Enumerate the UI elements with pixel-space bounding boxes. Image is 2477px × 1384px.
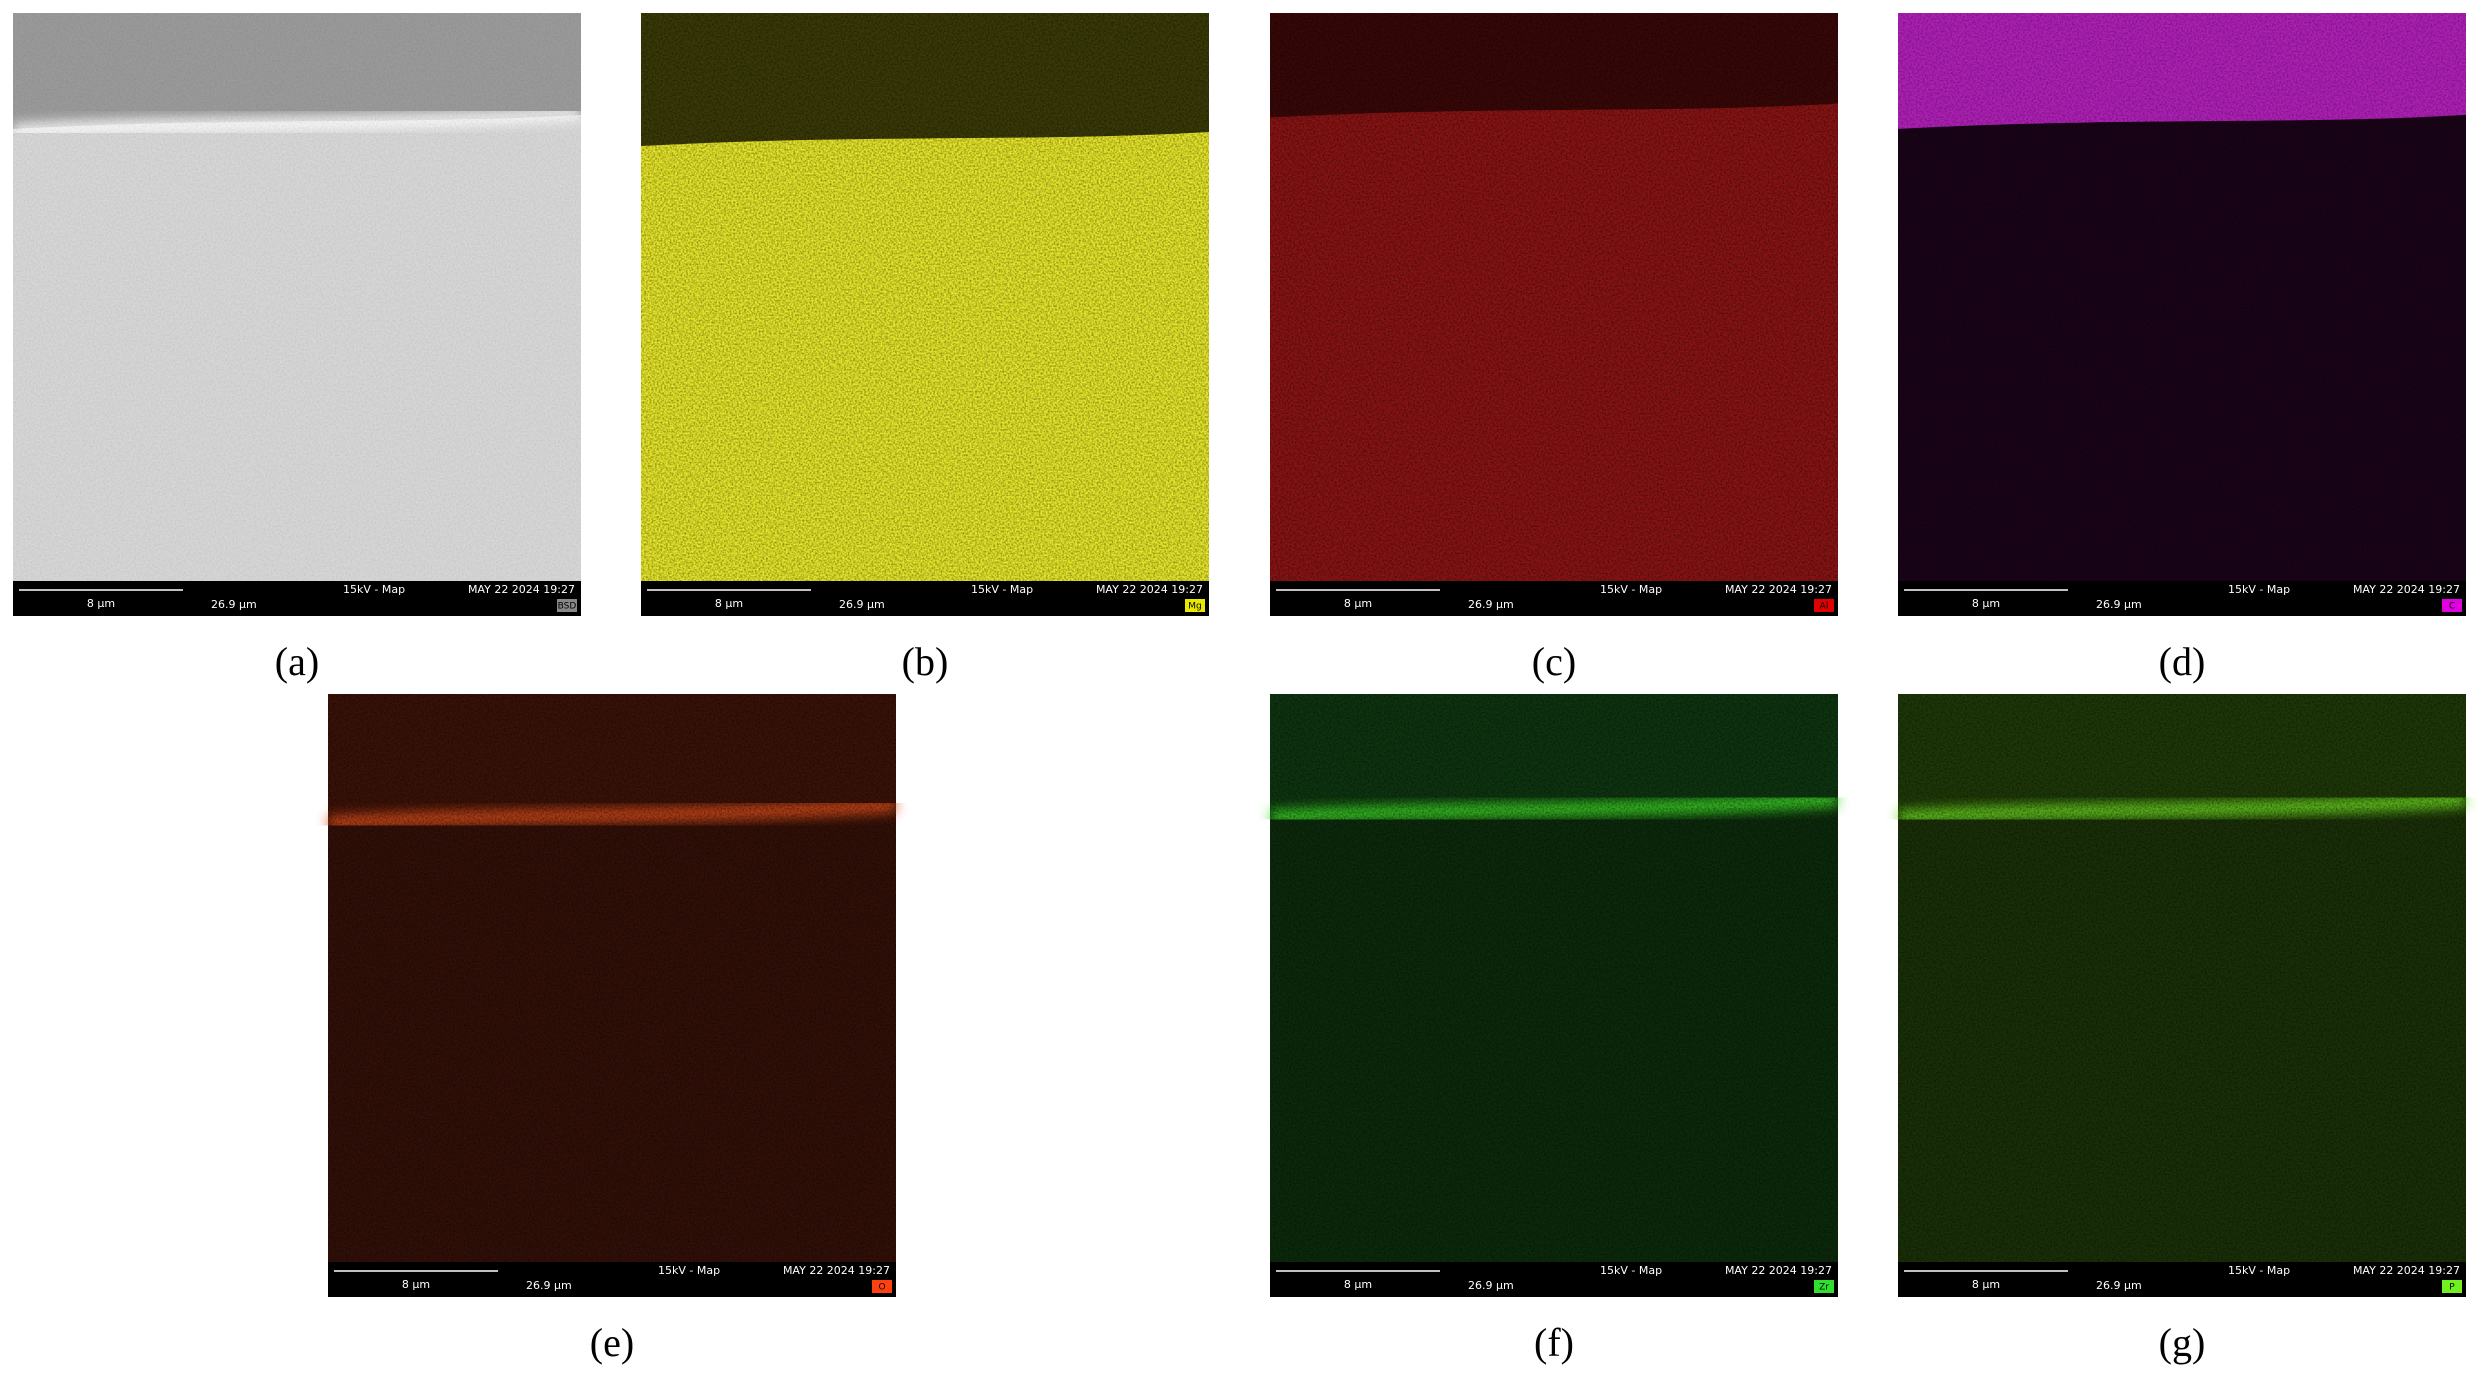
scale-label: 8 µm [715,597,743,610]
element-tag: P [2449,1283,2455,1293]
noise [13,13,581,581]
date-label: MAY 22 2024 19:27 [783,1264,890,1277]
date-label: MAY 22 2024 19:27 [1096,583,1203,596]
field-width: 26.9 µm [526,1279,572,1292]
eds-panel: 8 µm 26.9 µm 15kV - Map MAY 22 2024 19:27 Al… [1270,13,1838,684]
noise [328,694,896,1262]
info-bar [1898,1262,2466,1297]
panel-label: (f) [1534,1320,1574,1365]
panel-label: (a) [275,639,319,684]
date-label: MAY 22 2024 19:27 [468,583,575,596]
eds-panel: 8 µm 26.9 µm 15kV - Map MAY 22 2024 19:27 O (… [327,694,897,1365]
tag-box [1814,1280,1834,1293]
date-label: MAY 22 2024 19:27 [2353,583,2460,596]
element-tag: Mg [1188,602,1201,612]
panel-label: (d) [2159,639,2206,684]
mode-label: 15kV - Map [2228,1264,2290,1277]
noise [1270,694,1838,1262]
scale-label: 8 µm [1972,1278,2000,1291]
panel-label: (g) [2159,1320,2206,1365]
field-width: 26.9 µm [2096,598,2142,611]
info-bar [328,1262,896,1297]
element-tag: Zr [1819,1283,1829,1293]
noise [641,13,1209,581]
scale-label: 8 µm [1344,1278,1372,1291]
tag-box [2442,1280,2462,1293]
info-bar [1270,581,1838,616]
info-bar [1270,1262,1838,1297]
scale-label: 8 µm [402,1278,430,1291]
mode-label: 15kV - Map [658,1264,720,1277]
field-width: 26.9 µm [2096,1279,2142,1292]
field-width: 26.9 µm [839,598,885,611]
info-bar [1898,581,2466,616]
field-width: 26.9 µm [1468,1279,1514,1292]
eds-panel: 8 µm 26.9 µm 15kV - Map MAY 22 2024 19:27 Zr… [1269,694,1839,1365]
tag-box [557,599,577,612]
element-tag: BSD [558,602,577,612]
noise [1898,13,2466,581]
scale-label: 8 µm [1972,597,2000,610]
mode-label: 15kV - Map [1600,583,1662,596]
element-tag: O [878,1283,885,1293]
date-label: MAY 22 2024 19:27 [1725,583,1832,596]
field-width: 26.9 µm [211,598,257,611]
mode-label: 15kV - Map [2228,583,2290,596]
tag-box [2442,599,2462,612]
noise [1270,13,1838,581]
element-tag: Al [1820,602,1829,612]
info-bar [13,581,581,616]
tag-box [1814,599,1834,612]
tag-box [1185,599,1205,612]
panel-label: (c) [1532,639,1576,684]
mode-label: 15kV - Map [971,583,1033,596]
mode-label: 15kV - Map [1600,1264,1662,1277]
panel-label: (b) [902,639,949,684]
eds-panel: 8 µm 26.9 µm 15kV - Map MAY 22 2024 19:27 C (… [1898,13,2466,684]
eds-panel: 8 µm 26.9 µm 15kV - Map MAY 22 2024 19:27 Mg… [641,13,1209,684]
element-tag: C [2449,602,2455,612]
eds-panel: 8 µm 26.9 µm 15kV - Map MAY 22 2024 19:27 BS… [12,13,582,684]
noise [1898,694,2466,1262]
tag-box [872,1280,892,1293]
info-bar [641,581,1209,616]
field-width: 26.9 µm [1468,598,1514,611]
scale-label: 8 µm [1344,597,1372,610]
panel-label: (e) [590,1320,634,1365]
date-label: MAY 22 2024 19:27 [2353,1264,2460,1277]
scale-label: 8 µm [87,597,115,610]
mode-label: 15kV - Map [343,583,405,596]
date-label: MAY 22 2024 19:27 [1725,1264,1832,1277]
eds-panel: 8 µm 26.9 µm 15kV - Map MAY 22 2024 19:27 P (… [1897,694,2467,1365]
